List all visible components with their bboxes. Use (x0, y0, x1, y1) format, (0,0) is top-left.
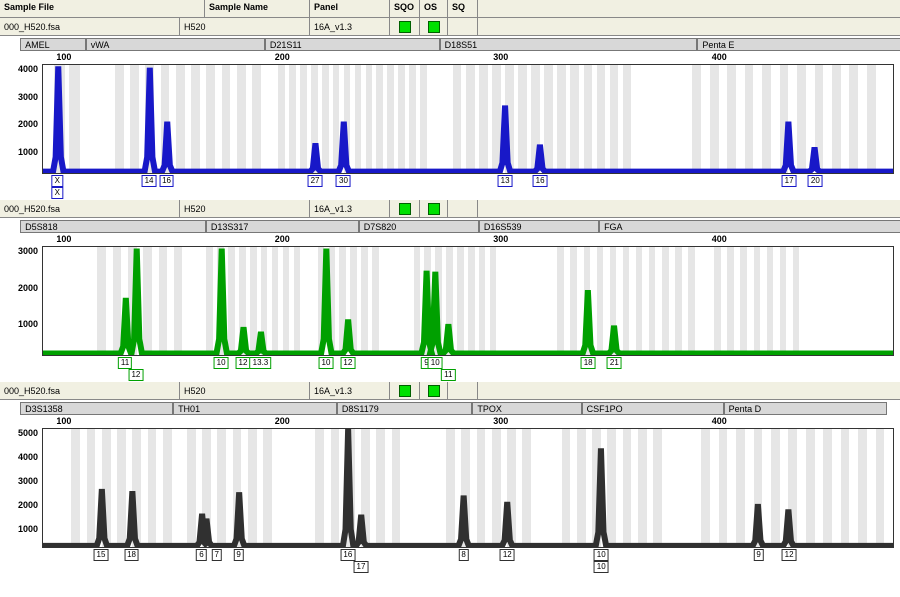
allele-call[interactable]: 16 (340, 549, 355, 561)
sample-file-cell: 000_H520.fsa (0, 200, 180, 217)
x-axis: 100200300400 (42, 52, 894, 64)
allele-call[interactable]: 20 (808, 175, 823, 187)
sample-name-cell: H520 (180, 18, 310, 35)
allele-call[interactable]: X (52, 187, 63, 199)
y-axis: 4000300020001000 (6, 52, 42, 174)
locus-label[interactable]: D16S539 (479, 220, 599, 233)
allele-call[interactable]: 12 (500, 549, 515, 561)
column-header-row: Sample File Sample Name Panel SQO OS SQ (0, 0, 900, 18)
col-sample-name[interactable]: Sample Name (205, 0, 310, 17)
col-panel[interactable]: Panel (310, 0, 390, 17)
allele-call[interactable]: 12 (782, 549, 797, 561)
col-os[interactable]: OS (420, 0, 448, 17)
locus-label[interactable]: Penta D (724, 402, 888, 415)
y-axis: 50004000300020001000 (6, 416, 42, 548)
allele-call[interactable]: 21 (607, 357, 622, 369)
os-status (420, 382, 448, 399)
electropherogram-row: 50004000300020001000100200300400 (0, 414, 900, 548)
locus-label[interactable]: D18S51 (440, 38, 698, 51)
allele-call[interactable]: 18 (581, 357, 596, 369)
sqo-status (390, 200, 420, 217)
col-sqo[interactable]: SQO (390, 0, 420, 17)
allele-call[interactable]: 15 (94, 549, 109, 561)
sample-info-row[interactable]: 000_H520.fsa H520 16A_v1.3 (0, 200, 900, 218)
allele-call[interactable]: 7 (212, 549, 222, 561)
os-status (420, 200, 448, 217)
col-sq[interactable]: SQ (448, 0, 478, 17)
allele-call-row: 1112101213.31012910111821 (42, 356, 894, 382)
sqo-status (390, 382, 420, 399)
allele-call[interactable]: 11 (118, 357, 132, 369)
allele-call[interactable]: 13.3 (250, 357, 272, 369)
panel-cell: 16A_v1.3 (310, 18, 390, 35)
sample-info-row[interactable]: 000_H520.fsa H520 16A_v1.3 (0, 382, 900, 400)
allele-call[interactable]: 13 (498, 175, 513, 187)
locus-label[interactable]: D7S820 (359, 220, 479, 233)
locus-label[interactable]: FGA (599, 220, 900, 233)
allele-call[interactable]: 30 (336, 175, 351, 187)
allele-call[interactable]: 9 (753, 549, 763, 561)
sample-info-row[interactable]: 000_H520.fsa H520 16A_v1.3 (0, 18, 900, 36)
electropherogram-row: 300020001000100200300400 (0, 232, 900, 356)
electropherogram-plot[interactable] (42, 428, 894, 548)
x-axis: 100200300400 (42, 416, 894, 428)
locus-label[interactable]: Penta E (697, 38, 900, 51)
allele-call[interactable]: 16 (159, 175, 174, 187)
locus-label[interactable]: D5S818 (20, 220, 206, 233)
electropherogram-plot[interactable] (42, 64, 894, 174)
sample-name-cell: H520 (180, 200, 310, 217)
panel-cell: 16A_v1.3 (310, 200, 390, 217)
allele-call[interactable]: 14 (142, 175, 157, 187)
sample-name-cell: H520 (180, 382, 310, 399)
allele-call[interactable]: 12 (340, 357, 355, 369)
allele-call[interactable]: 9 (233, 549, 243, 561)
allele-call[interactable]: 10 (214, 357, 229, 369)
allele-call[interactable]: 10 (319, 357, 334, 369)
locus-row: AMELvWAD21S11D18S51Penta E (42, 36, 894, 50)
locus-label[interactable]: D3S1358 (20, 402, 173, 415)
sample-file-cell: 000_H520.fsa (0, 382, 180, 399)
allele-call[interactable]: 16 (533, 175, 548, 187)
locus-label[interactable]: D21S11 (265, 38, 440, 51)
allele-call[interactable]: X (52, 175, 63, 187)
allele-call-row: 151867916178121010912 (42, 548, 894, 574)
allele-call[interactable]: 8 (458, 549, 468, 561)
y-axis: 300020001000 (6, 234, 42, 356)
locus-label[interactable]: TH01 (173, 402, 337, 415)
allele-call[interactable]: 10 (594, 561, 609, 573)
locus-label[interactable]: TPOX (472, 402, 581, 415)
allele-call[interactable]: 18 (124, 549, 139, 561)
locus-label[interactable]: AMEL (20, 38, 86, 51)
os-status (420, 18, 448, 35)
sq-status (448, 200, 478, 217)
locus-label[interactable]: CSF1PO (582, 402, 724, 415)
locus-label[interactable]: D13S317 (206, 220, 359, 233)
allele-call[interactable]: 11 (441, 369, 455, 381)
allele-call[interactable]: 10 (594, 549, 609, 561)
allele-call[interactable]: 17 (782, 175, 797, 187)
panel-cell: 16A_v1.3 (310, 382, 390, 399)
allele-call[interactable]: 27 (308, 175, 323, 187)
electropherogram-plot[interactable] (42, 246, 894, 356)
locus-row: D5S818D13S317D7S820D16S539FGA (42, 218, 894, 232)
allele-call[interactable]: 17 (354, 561, 369, 573)
sqo-status (390, 18, 420, 35)
x-axis: 100200300400 (42, 234, 894, 246)
allele-call[interactable]: 10 (428, 357, 443, 369)
sq-status (448, 18, 478, 35)
allele-call[interactable]: 12 (128, 369, 143, 381)
sq-status (448, 382, 478, 399)
locus-label[interactable]: D8S1179 (337, 402, 472, 415)
allele-call[interactable]: 6 (196, 549, 206, 561)
allele-call[interactable]: 12 (236, 357, 251, 369)
sample-file-cell: 000_H520.fsa (0, 18, 180, 35)
electropherogram-row: 4000300020001000100200300400 (0, 50, 900, 174)
allele-call-row: XX1416273013161720 (42, 174, 894, 200)
locus-label[interactable]: vWA (86, 38, 265, 51)
col-sample-file[interactable]: Sample File (0, 0, 205, 17)
locus-row: D3S1358TH01D8S1179TPOXCSF1POPenta D (42, 400, 894, 414)
